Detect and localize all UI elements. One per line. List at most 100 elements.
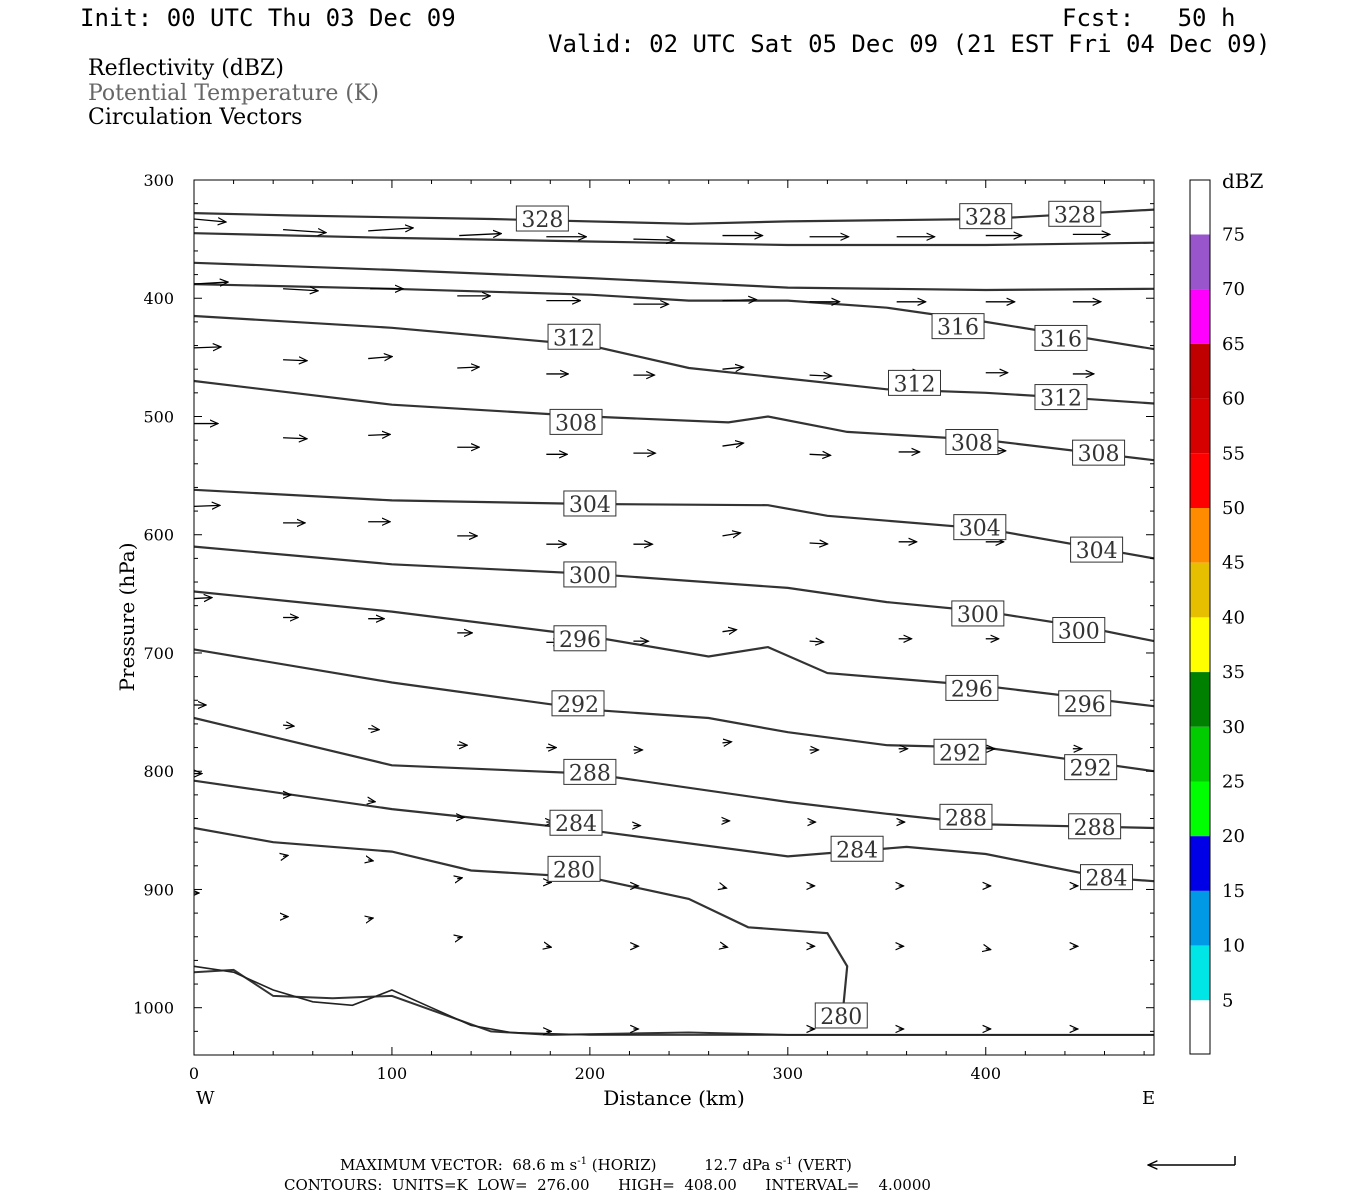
isentrope-320-2 [194,261,1154,292]
contour-label-328-2: 328 [1048,200,1102,228]
svg-text:312: 312 [553,326,595,351]
circulation-vector [194,219,226,222]
x-tick-label: 400 [970,1064,1001,1083]
contour-label-312-0: 312 [547,323,601,351]
y-tick-label: 800 [143,762,174,781]
colorbar-swatch [1190,890,1210,946]
colorbar-label: 15 [1222,881,1245,902]
colorbar-label: 25 [1222,772,1245,793]
colorbar-frame [1189,179,1211,1055]
colorbar-label: 45 [1222,553,1245,574]
svg-text:328: 328 [965,206,1007,231]
colorbar-swatch [1190,781,1210,837]
field-potential-temperature: Potential Temperature (K) [88,81,379,106]
circulation-vector [194,347,221,348]
circulation-vector [368,434,390,435]
max-horizontal-value: 68.6 m s [512,1156,578,1174]
contour-label-308-0: 308 [549,408,603,436]
isentrope-288-10 [194,716,1154,830]
contour-label-296-2: 296 [1058,690,1112,718]
colorbar-label: 30 [1222,717,1245,738]
isentrope-316-3 [194,283,1154,351]
y-tick-label: 300 [143,171,174,190]
svg-text:288: 288 [1074,816,1116,841]
colorbar-label: 20 [1222,826,1245,847]
circulation-vector [722,367,743,369]
svg-text:284: 284 [555,812,597,837]
svg-text:288: 288 [945,806,987,831]
maximum-vector-note: MAXIMUM VECTOR: 68.6 m s-1 (HORIZ) 12.7 … [340,1156,852,1174]
max-vertical-value: 12.7 dPa s [704,1156,783,1174]
circulation-vector [194,598,212,599]
circulation-vector [986,949,991,950]
circulation-vector [194,282,228,284]
colorbar-swatch [1190,234,1210,290]
contour-label-284-0: 284 [549,809,603,837]
max-vector-label: MAXIMUM VECTOR: [340,1156,503,1174]
colorbar-swatch [1190,672,1210,727]
circulation-vector [809,454,831,455]
field-reflectivity: Reflectivity (dBZ) [88,56,284,81]
colorbar-swatch [1190,945,1210,1001]
contour-label-292-0: 292 [551,690,605,718]
contour-label-296-1: 296 [945,674,999,702]
contour-label-312-1: 312 [887,369,941,397]
svg-text:300: 300 [569,564,611,589]
contour-label-308-1: 308 [945,429,999,457]
svg-text:304: 304 [569,493,611,518]
isentrope-308-5 [194,379,1154,462]
vert-tag: (VERT) [797,1156,852,1174]
contour-label-308-2: 308 [1072,439,1126,467]
reference-vector [1148,1156,1236,1165]
svg-text:300: 300 [957,603,999,628]
svg-text:296: 296 [1064,693,1106,718]
svg-text:328: 328 [521,208,563,233]
svg-text:292: 292 [939,741,981,766]
colorbar-swatch [1190,180,1210,235]
circulation-vector [809,375,832,376]
colorbar-swatch [1190,617,1210,673]
contour-info: CONTOURS: UNITS=K LOW= 276.00 HIGH= 408.… [284,1176,931,1194]
surface-contour [194,965,1154,1036]
colorbar-swatch [1190,289,1210,344]
svg-text:296: 296 [559,628,601,653]
contour-label-284-2: 284 [1079,864,1133,892]
circulation-vector [722,533,740,536]
isentrope-280-12 [194,826,849,1019]
contour-label-292-1: 292 [933,738,987,766]
circulation-vector [368,860,373,861]
svg-text:300: 300 [1058,620,1100,645]
isentrope-284-11 [194,779,1154,883]
colorbar-label: 65 [1222,334,1245,355]
contour-label-288-0: 288 [563,758,617,786]
circulation-vector [283,855,288,856]
valid-time: Valid: 02 UTC Sat 05 Dec 09 (21 EST Fri … [548,30,1271,58]
circulation-vector [283,230,326,233]
colorbar-label: 50 [1222,498,1245,519]
x-tick-label: 300 [773,1064,804,1083]
svg-text:280: 280 [553,858,595,883]
isentrope-300-7 [194,545,1154,643]
isentrope-312-4 [194,314,1154,405]
plot-frame [193,179,1155,1056]
svg-text:304: 304 [1076,539,1118,564]
circulation-vector [809,543,828,544]
svg-text:280: 280 [820,1005,862,1030]
circulation-vector [283,360,307,361]
circulation-vector [722,742,731,743]
circulation-vector [457,937,462,938]
circulation-vector [722,443,743,446]
y-tick-label: 500 [143,407,174,426]
y-axis-label: Pressure (hPa) [115,543,139,692]
colorbar-label: 60 [1222,389,1245,410]
circulation-vector [633,239,674,240]
svg-text:308: 308 [951,432,993,457]
isentrope-304-6 [194,488,1154,560]
contour-label-300-0: 300 [563,561,617,589]
contour-label-304-0: 304 [563,490,617,518]
y-tick-label: 400 [143,289,174,308]
contour-label-280-0: 280 [547,855,601,883]
y-tick-label: 600 [143,526,174,545]
svg-text:308: 308 [555,411,597,436]
horiz-tag: (HORIZ) [591,1156,657,1174]
